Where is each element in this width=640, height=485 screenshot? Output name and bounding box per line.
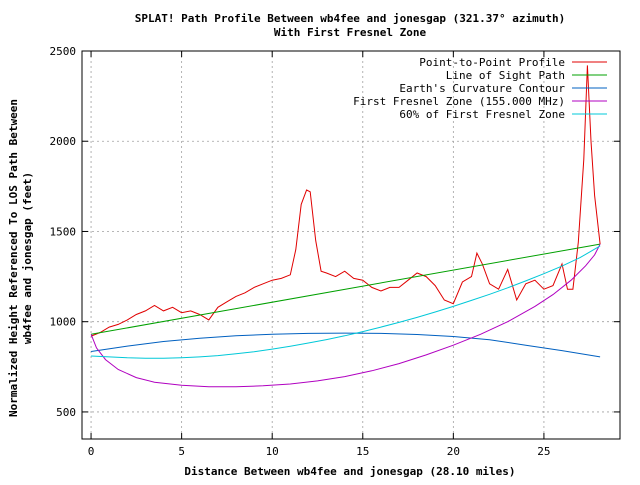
- x-tick-label: 25: [537, 445, 550, 458]
- series-line-first-fresnel-zone-155-000-mhz: [90, 243, 601, 388]
- legend-label: 60% of First Fresnel Zone: [399, 108, 565, 121]
- y-tick-label: 1500: [50, 225, 77, 238]
- chart-subtitle: With First Fresnel Zone: [274, 26, 427, 39]
- x-tick-label: 20: [447, 445, 460, 458]
- series-line-earth-s-curvature-contour: [91, 332, 601, 358]
- x-tick-label: 0: [88, 445, 95, 458]
- legend-label: Earth's Curvature Contour: [399, 82, 565, 95]
- y-axis-label: Normalized Height Referenced To LOS Path…: [7, 99, 20, 417]
- series-line-60-of-first-fresnel-zone: [91, 245, 601, 359]
- y-tick-label: 2000: [50, 135, 77, 148]
- plot-frame: [81, 50, 621, 440]
- series-line-point-to-point-profile: [90, 65, 601, 337]
- series: [90, 65, 601, 388]
- x-tick-label: 5: [178, 445, 185, 458]
- legend-label: Line of Sight Path: [446, 69, 565, 82]
- y-tick-label: 1000: [50, 316, 77, 329]
- legend-label: First Fresnel Zone (155.000 MHz): [353, 95, 565, 108]
- x-axis-label: Distance Between wb4fee and jonesgap (28…: [184, 465, 515, 478]
- axes: 0 5 10 15 20 25 500 1000 1500 2000 2500: [50, 45, 620, 458]
- y-tick-label: 500: [56, 406, 76, 419]
- series-line-line-of-sight-path: [91, 243, 601, 335]
- y-tick-label: 2500: [50, 45, 77, 58]
- x-tick-label: 15: [356, 445, 369, 458]
- chart-title: SPLAT! Path Profile Between wb4fee and j…: [135, 12, 565, 25]
- x-tick-label: 10: [266, 445, 279, 458]
- legend-label: Point-to-Point Profile: [419, 56, 565, 69]
- y-axis-label-2: wb4fee and jonesgap (feet): [21, 172, 34, 344]
